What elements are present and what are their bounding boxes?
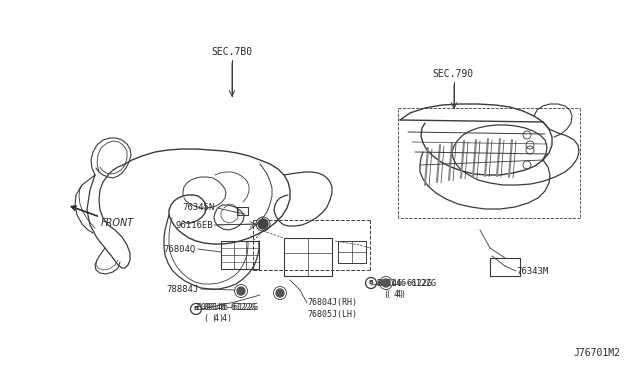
Text: 76804J(RH): 76804J(RH) [307,298,357,308]
Text: B: B [369,280,373,285]
Bar [284,238,332,276]
Text: J76701M2: J76701M2 [573,348,620,358]
Text: B: B [193,307,198,311]
Text: 76345N: 76345N [183,203,215,212]
Text: SEC.7B0: SEC.7B0 [211,47,253,57]
Text: ( 4): ( 4) [204,314,224,323]
Bar [221,241,259,269]
Circle shape [258,219,268,229]
Text: ( 4): ( 4) [212,314,232,323]
Circle shape [382,279,390,287]
Text: 96116EB: 96116EB [175,221,213,231]
Text: 09146-6122G: 09146-6122G [204,302,259,311]
Text: ( 4): ( 4) [384,291,404,299]
Circle shape [237,287,245,295]
Text: 08146-6122G: 08146-6122G [378,279,433,289]
Text: B08146-6122G: B08146-6122G [376,279,436,289]
Bar [338,241,366,263]
Text: 76805J(LH): 76805J(LH) [307,310,357,318]
Circle shape [276,289,284,297]
Text: 76804Q: 76804Q [164,244,196,253]
Text: FRONT: FRONT [101,218,134,228]
Text: 76343M: 76343M [516,266,548,276]
Text: SEC.790: SEC.790 [433,69,474,79]
Text: ( 4): ( 4) [386,291,406,299]
Text: 78884J: 78884J [167,285,199,294]
Text: B09146-6122G: B09146-6122G [196,302,256,311]
